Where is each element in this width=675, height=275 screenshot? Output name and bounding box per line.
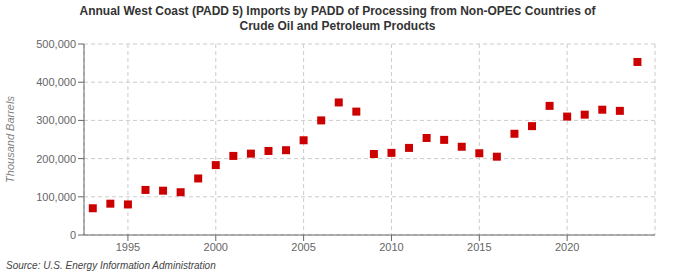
html-text:Source: U.S. Energy Informatio: Source: U.S. Energy Information Administ… <box>6 260 216 271</box>
svg-text:200,000: 200,000 <box>36 153 76 165</box>
svg-text:Thousand Barrels: Thousand Barrels <box>8 96 16 183</box>
svg-text:0: 0 <box>70 229 76 241</box>
svg-text:2010: 2010 <box>379 241 403 253</box>
svg-text:400,000: 400,000 <box>36 76 76 88</box>
svg-text:1995: 1995 <box>116 241 140 253</box>
svg-text:2000: 2000 <box>204 241 228 253</box>
svg-text:2005: 2005 <box>291 241 315 253</box>
svg-text:2020: 2020 <box>555 241 579 253</box>
svg-text:2015: 2015 <box>467 241 491 253</box>
svg-text:300,000: 300,000 <box>36 114 76 126</box>
svg-text:500,000: 500,000 <box>36 38 76 50</box>
html-text:Annual West Coast (PADD 5) Imp: Annual West Coast (PADD 5) Imports by PA… <box>79 4 596 33</box>
svg-text:100,000: 100,000 <box>36 191 76 203</box>
